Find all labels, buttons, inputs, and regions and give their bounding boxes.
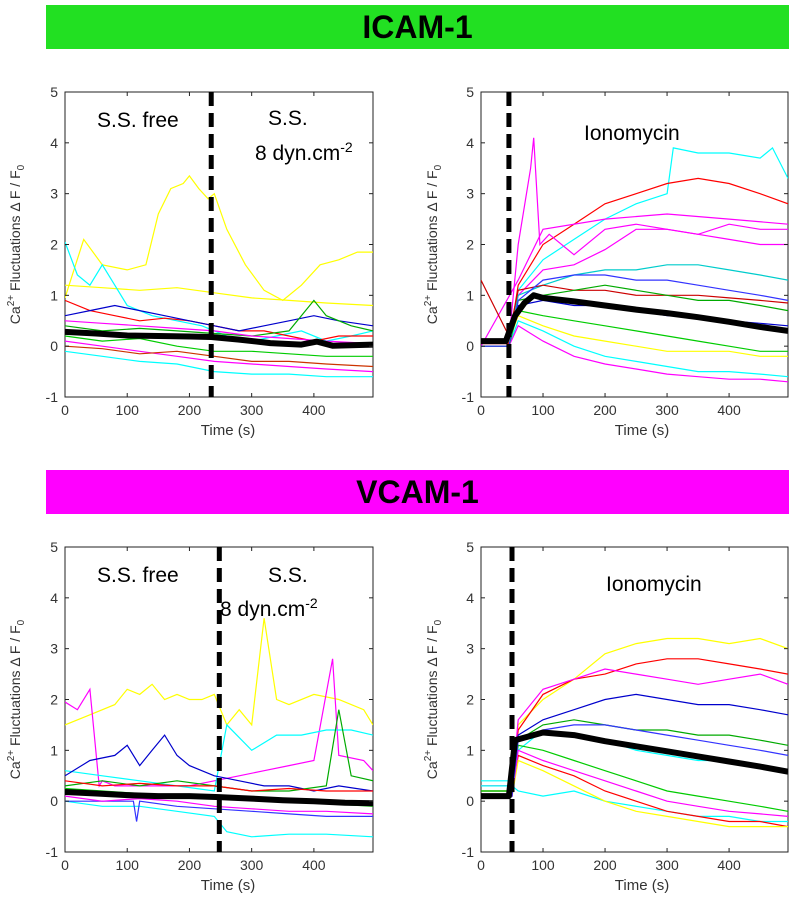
shear-free-annotation: S.S. free: [97, 564, 179, 587]
x-axis-label: Time (s): [201, 422, 255, 439]
x-tick-label: 0: [61, 857, 69, 873]
shear-stress-annotation: S.S.: [268, 107, 308, 130]
y-tick-label: 4: [466, 135, 474, 151]
shear-stress-value-annotation: 8 dyn.cm-2: [255, 139, 353, 165]
y-axis-label: Ca2+ Fluctuations Δ F / F0: [6, 619, 27, 779]
y-tick-label: 3: [466, 641, 474, 657]
ionomycin-annotation: Ionomycin: [584, 122, 680, 145]
y-tick-label: -1: [46, 844, 59, 860]
y-tick-label: 1: [50, 287, 58, 303]
x-tick-label: 0: [477, 402, 485, 418]
x-axis-label: Time (s): [201, 877, 255, 894]
y-tick-label: 5: [50, 539, 58, 555]
y-tick-label: 2: [50, 692, 58, 708]
ionomycin-annotation: Ionomycin: [606, 573, 702, 596]
x-tick-label: 400: [302, 402, 326, 418]
y-tick-label: 1: [50, 742, 58, 758]
y-tick-label: 1: [466, 287, 474, 303]
x-tick-label: 0: [61, 402, 69, 418]
x-tick-label: 100: [116, 857, 140, 873]
x-tick-label: 0: [477, 857, 485, 873]
x-tick-label: 400: [717, 857, 741, 873]
y-tick-label: 3: [466, 186, 474, 202]
y-axis-label: Ca2+ Fluctuations Δ F / F0: [6, 164, 27, 324]
y-tick-label: 4: [466, 590, 474, 606]
x-tick-label: 300: [655, 857, 679, 873]
x-axis-label: Time (s): [615, 877, 669, 894]
shear-free-annotation: S.S. free: [97, 109, 179, 132]
x-tick-label: 100: [116, 402, 140, 418]
y-tick-label: -1: [462, 844, 475, 860]
y-tick-label: 5: [466, 539, 474, 555]
x-tick-label: 400: [302, 857, 326, 873]
y-tick-label: 0: [466, 793, 474, 809]
y-tick-label: 0: [466, 338, 474, 354]
x-tick-label: 300: [240, 857, 264, 873]
x-tick-label: 400: [717, 402, 741, 418]
x-tick-label: 200: [178, 857, 202, 873]
shear-stress-value-annotation: 8 dyn.cm-2: [220, 595, 318, 621]
y-tick-label: 3: [50, 641, 58, 657]
x-tick-label: 200: [178, 402, 202, 418]
y-axis-label: Ca2+ Fluctuations Δ F / F0: [423, 619, 444, 779]
y-tick-label: 5: [50, 84, 58, 100]
x-tick-label: 100: [531, 402, 555, 418]
y-tick-label: 2: [466, 692, 474, 708]
y-tick-label: -1: [46, 389, 59, 405]
y-tick-label: 2: [50, 237, 58, 253]
y-tick-label: 3: [50, 186, 58, 202]
shear-stress-annotation: S.S.: [268, 564, 308, 587]
y-axis-label: Ca2+ Fluctuations Δ F / F0: [423, 164, 444, 324]
y-tick-label: 2: [466, 237, 474, 253]
y-tick-label: 4: [50, 135, 58, 151]
x-tick-label: 300: [655, 402, 679, 418]
x-tick-label: 200: [593, 857, 617, 873]
y-tick-label: 1: [466, 742, 474, 758]
y-tick-label: 4: [50, 590, 58, 606]
x-tick-label: 200: [593, 402, 617, 418]
x-axis-label: Time (s): [615, 422, 669, 439]
x-tick-label: 100: [531, 857, 555, 873]
y-tick-label: -1: [462, 389, 475, 405]
y-tick-label: 5: [466, 84, 474, 100]
y-tick-label: 0: [50, 338, 58, 354]
x-tick-label: 300: [240, 402, 264, 418]
y-tick-label: 0: [50, 793, 58, 809]
